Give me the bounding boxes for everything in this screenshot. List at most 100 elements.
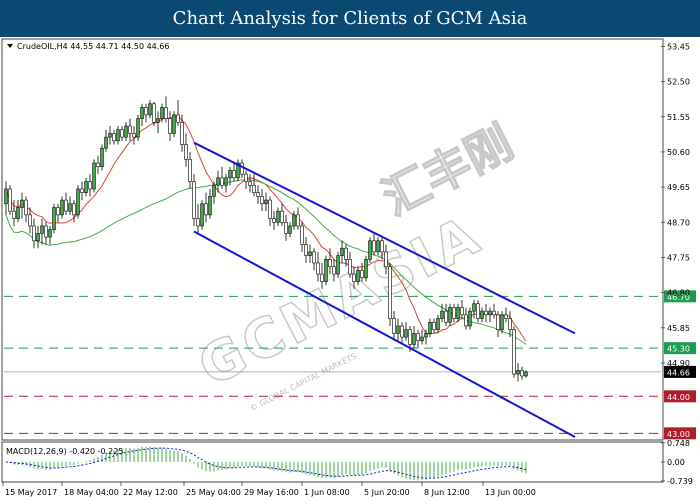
candle-body [452,307,456,319]
current-price-tag [664,365,696,378]
candle-body [488,310,492,316]
current-price-label: 44.66 [667,368,690,377]
candle-body [80,188,84,193]
candle-body [472,303,476,312]
candles [4,96,528,382]
candle-body [344,247,348,260]
candle-body [212,184,216,197]
candle-body [484,310,488,316]
candle-body [324,259,328,282]
candle-body [416,333,420,342]
price-tick-label: 47.75 [667,253,690,262]
candle-body [296,214,300,227]
candle-body [480,310,484,319]
candle-body [164,107,168,119]
time-tick-label: 29 May 16:00 [244,488,299,497]
candle-body [228,170,232,179]
candle-body [172,114,176,134]
candle-body [32,225,36,242]
candle-body [196,218,200,227]
candle-body [108,133,112,138]
candle-body [100,147,104,168]
candle-body [476,303,480,319]
candle-body [104,136,108,149]
candle-body [112,133,116,142]
candle-body [268,199,272,219]
time-tick-label: 1 Jun 08:00 [304,488,350,497]
candle-body [56,207,60,216]
candle-body [436,318,440,330]
level-tag-45.30 [664,342,696,355]
candle-body [184,144,188,160]
macd-tick-label: 0.748 [667,439,690,448]
price-tick-label: 53.45 [667,42,690,51]
candle-body [72,203,76,216]
time-tick-label: 25 May 04:00 [186,488,241,497]
candle-body [232,170,236,179]
candle-body [260,196,264,205]
candle-body [284,221,288,234]
dropdown-triangle-icon [7,44,13,48]
candle-body [116,129,120,142]
candle-body [456,307,460,319]
candle-body [292,214,296,227]
candle-body [180,122,184,145]
candle-body [244,173,248,182]
candle-body [512,329,516,375]
level-tag-label: 46.70 [667,293,690,302]
candle-body [204,203,208,216]
candle-body [376,240,380,253]
candle-body [524,371,528,377]
candle-body [220,177,224,186]
candle-body [308,251,312,256]
candle-body [40,225,44,234]
time-tick-label: 5 Jun 20:00 [364,488,410,497]
level-lines: 46.70 45.30 44.00 43.00 44.66 [4,290,696,440]
candle-body [192,181,196,219]
level-tag-46.70 [664,290,696,303]
candle-body [340,247,344,256]
candle-body [216,177,220,186]
candle-body [448,307,452,323]
candle-body [508,318,512,330]
candle-body [328,259,332,268]
price-tick-label: 49.65 [667,183,690,192]
macd-indicator: 0.748 0.00 -0.739 [5,439,693,486]
candle-body [76,188,80,216]
time-tick-label: 8 Jun 12:00 [424,488,470,497]
level-tag-43.00 [664,427,696,440]
candle-body [92,162,96,190]
candle-body [264,199,268,205]
candle-body [68,203,72,212]
candle-body [124,125,128,138]
candle-body [140,107,144,119]
candle-body [144,107,148,116]
candle-body [360,270,364,279]
candle-body [224,177,228,186]
candle-body [24,199,28,216]
candle-body [4,188,8,205]
candle-body [272,218,276,223]
candle-body [128,125,132,134]
candle-body [332,266,336,275]
trend-channel [193,141,576,438]
candle-body [44,225,48,238]
chart-area: GCMASIA 汇丰刚 © GLOBAL CAPITAL MARKETS 46.70… [0,37,700,500]
candle-body [16,207,20,219]
symbol-label: CrudeOIL,H4 44.55 44.71 44.50 44.66 [17,42,170,51]
main-panel-frame [1,38,664,441]
candle-body [64,199,68,212]
candle-body [60,199,64,216]
candle-body [408,329,412,345]
candle-body [48,229,52,238]
candle-body [428,321,432,334]
time-tick-label: 13 Jun 00:00 [485,488,536,497]
ma-line-MA-slow [5,179,527,345]
candle-body [300,225,304,245]
candle-body [200,203,204,227]
candle-body [504,314,508,319]
candle-body [492,310,496,316]
candle-body [120,129,124,138]
candle-body [152,103,156,123]
